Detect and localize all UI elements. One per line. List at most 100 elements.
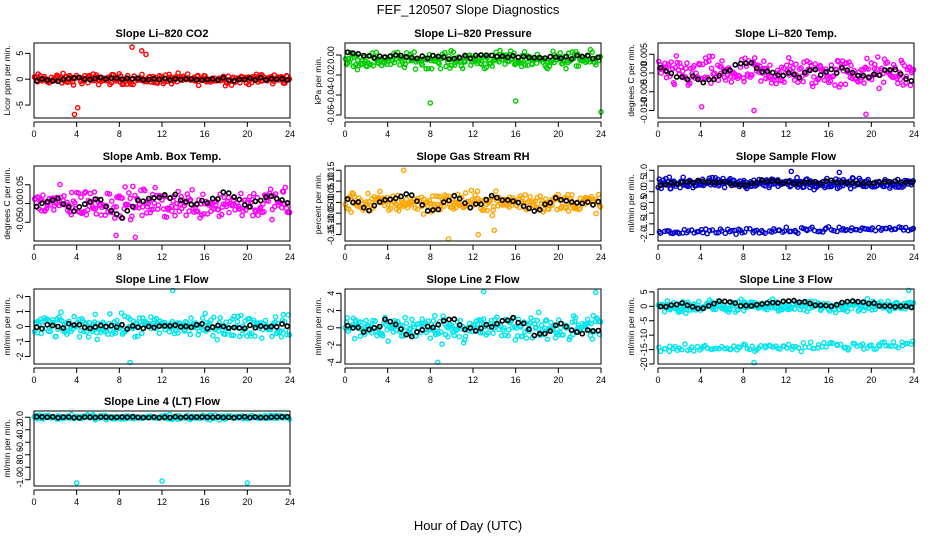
panel-title: Slope Line 2 Flow — [427, 274, 520, 286]
x-tick-label: 16 — [200, 375, 210, 385]
x-tick-label: 20 — [866, 375, 876, 385]
data-point — [908, 304, 915, 311]
data-point — [250, 190, 257, 197]
data-point — [246, 315, 253, 322]
data-point — [228, 82, 235, 88]
data-point — [518, 324, 524, 330]
data-point — [238, 190, 244, 197]
data-point — [119, 76, 125, 83]
data-point — [791, 180, 797, 187]
y-tick-label: -1.0 — [15, 472, 25, 488]
data-point — [823, 178, 829, 184]
data-point — [81, 76, 88, 83]
data-point — [72, 199, 78, 206]
data-point — [83, 211, 90, 218]
data-point — [446, 197, 452, 204]
data-point — [172, 76, 179, 82]
data-point — [785, 70, 792, 76]
data-point — [895, 344, 902, 351]
data-point — [360, 329, 367, 335]
data-point — [483, 52, 490, 59]
y-tick-label: 1.0 — [639, 164, 649, 177]
data-point — [732, 181, 739, 188]
data-point — [673, 301, 680, 308]
data-point — [547, 328, 554, 334]
data-point — [771, 305, 778, 311]
data-point — [876, 343, 883, 350]
data-point — [456, 333, 463, 340]
data-point — [588, 193, 595, 200]
data-point — [348, 209, 355, 215]
data-point — [241, 76, 248, 83]
y-axis-label: kPa per min. — [313, 57, 323, 105]
data-point — [247, 75, 253, 81]
data-point — [909, 338, 916, 345]
data-point — [60, 201, 67, 207]
data-point — [892, 303, 899, 310]
data-point — [732, 300, 739, 306]
x-tick-label: 20 — [242, 497, 252, 507]
data-point — [65, 414, 72, 420]
data-point — [716, 72, 723, 79]
data-point — [462, 59, 468, 65]
data-point — [175, 70, 181, 76]
data-point — [590, 327, 596, 334]
data-point — [541, 325, 548, 331]
data-point — [103, 203, 109, 210]
data-point — [671, 81, 678, 88]
x-tick-label: 8 — [428, 375, 433, 385]
data-point — [895, 80, 901, 87]
y-tick-label: 0.00 — [15, 195, 25, 213]
panel-title: Slope Li–820 Temp. — [735, 28, 837, 40]
x-tick-label: 4 — [74, 375, 79, 385]
data-point — [515, 54, 522, 61]
data-point — [71, 208, 77, 214]
data-point — [360, 52, 367, 59]
data-point — [119, 214, 125, 221]
data-point — [796, 299, 803, 306]
data-point — [144, 203, 151, 210]
data-point — [434, 193, 440, 200]
data-point — [387, 53, 394, 60]
data-point — [366, 53, 372, 59]
data-point — [440, 317, 447, 324]
data-points — [655, 168, 917, 237]
data-point — [563, 323, 570, 330]
data-point — [103, 414, 109, 420]
data-point — [751, 359, 757, 366]
x-tick-label: 24 — [909, 252, 919, 262]
data-point — [680, 174, 687, 181]
data-point — [125, 201, 131, 208]
data-point — [188, 315, 194, 321]
data-point — [283, 331, 290, 338]
data-point — [92, 205, 99, 212]
data-point — [385, 338, 391, 345]
data-point — [579, 330, 586, 337]
data-point — [684, 179, 691, 185]
data-point — [402, 61, 408, 68]
data-point — [737, 302, 744, 309]
data-point — [92, 196, 99, 202]
data-point — [58, 309, 64, 316]
data-point — [252, 324, 259, 331]
data-point — [402, 314, 409, 321]
data-point — [44, 321, 51, 328]
data-point — [881, 178, 888, 185]
data-point — [688, 344, 695, 350]
data-point — [172, 322, 179, 329]
data-point — [489, 63, 496, 69]
data-point — [424, 55, 431, 62]
data-point — [257, 197, 264, 204]
x-tick-label: 8 — [428, 129, 433, 139]
data-point — [743, 60, 749, 67]
data-point — [678, 64, 684, 70]
data-point — [457, 317, 464, 324]
data-points — [342, 46, 604, 115]
data-point — [868, 342, 874, 348]
data-point — [876, 72, 883, 78]
data-point — [156, 76, 163, 83]
data-point — [713, 345, 720, 352]
data-point — [55, 414, 61, 421]
data-point — [574, 199, 580, 206]
data-point — [127, 359, 133, 366]
